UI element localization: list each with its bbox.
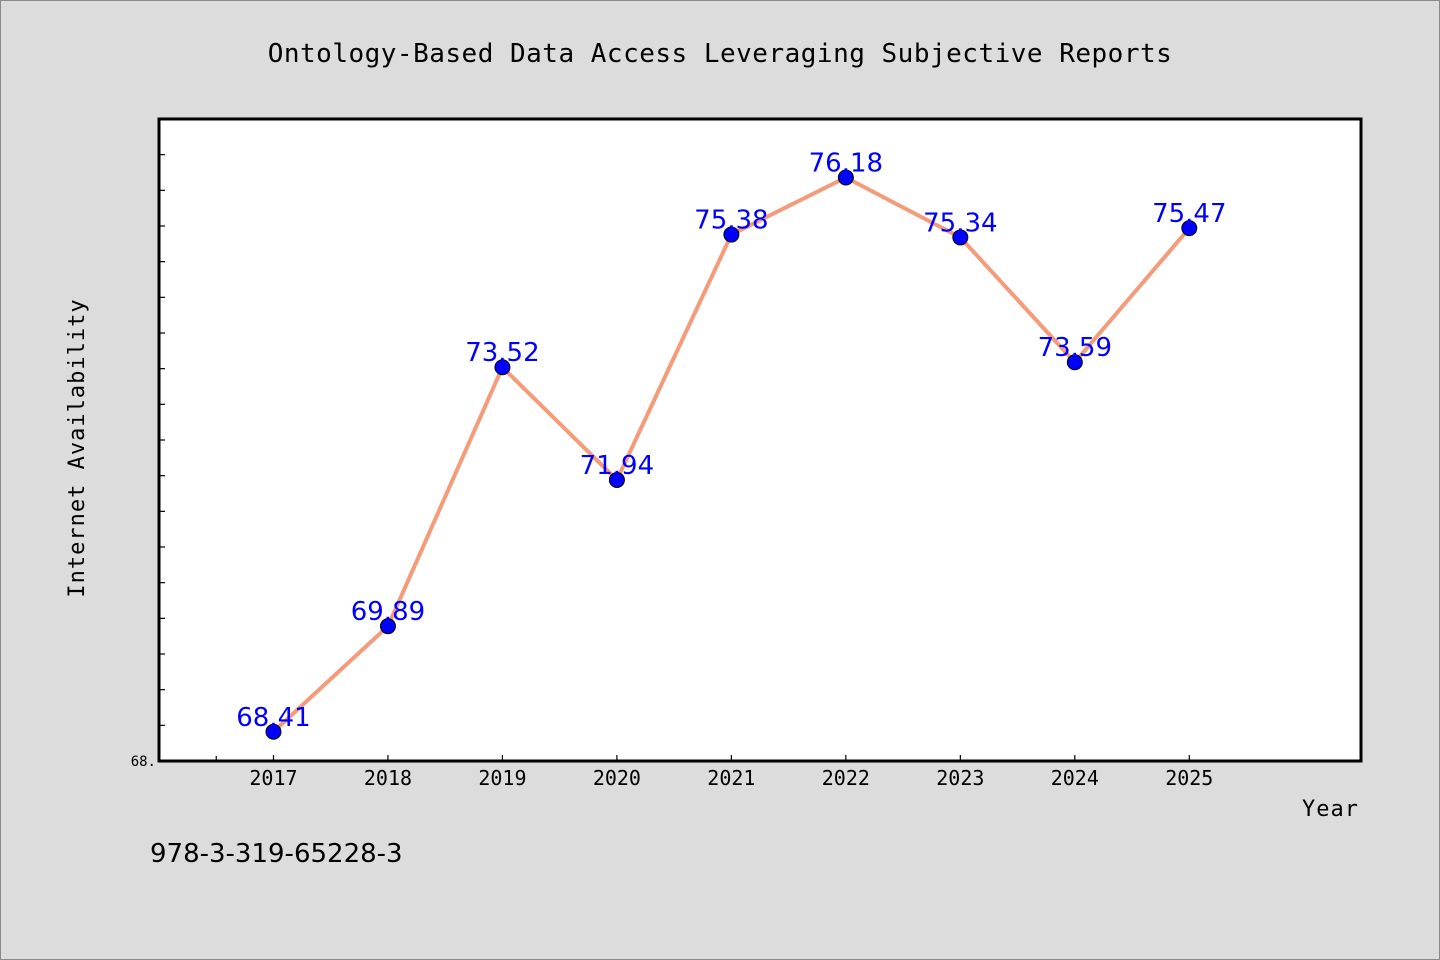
data-point [1066, 354, 1083, 371]
data-point [837, 169, 854, 186]
data-label: 69.89 [351, 597, 425, 627]
data-label: 75.34 [923, 208, 997, 238]
data-label: 75.47 [1152, 199, 1226, 229]
data-label: 73.52 [465, 338, 539, 368]
chart-title: Ontology-Based Data Access Leveraging Su… [268, 39, 1173, 69]
x-axis-ticks: 2017 2018 2019 2020 2021 2022 2023 2024 2025 [215, 755, 1213, 790]
data-label: 71.94 [580, 451, 654, 481]
isbn-footer: 978-3-319-65228-3 [150, 839, 403, 869]
x-axis-label: Year [1302, 797, 1359, 822]
series-layer: 68.41 69.89 73.52 71.94 75.38 76.18 75.34 73.59… [236, 148, 1227, 740]
x-tick-label: 2021 [707, 766, 755, 790]
data-label: 75.38 [694, 206, 768, 236]
data-point [952, 229, 969, 246]
data-label: 76.18 [809, 148, 883, 178]
x-tick-label: 2019 [478, 766, 526, 790]
x-tick-label: 2018 [364, 766, 412, 790]
y-axis-label: Internet Availability [65, 298, 90, 597]
data-label: 68.41 [236, 703, 310, 733]
data-point [379, 618, 396, 635]
x-tick-label: 2020 [593, 766, 641, 790]
data-point [494, 359, 511, 376]
x-tick-label: 2022 [822, 766, 870, 790]
data-point [608, 471, 625, 488]
x-tick-label: 2017 [249, 766, 297, 790]
x-tick-label: 2024 [1051, 766, 1099, 790]
data-point [723, 226, 740, 243]
x-tick-label: 2023 [936, 766, 984, 790]
y-tick-label: 68. [131, 754, 156, 770]
data-point [265, 723, 282, 740]
y-axis-ticks: 68. [131, 154, 165, 770]
data-label: 73.59 [1038, 333, 1112, 363]
x-tick-label: 2025 [1165, 766, 1213, 790]
data-point [1181, 220, 1198, 237]
